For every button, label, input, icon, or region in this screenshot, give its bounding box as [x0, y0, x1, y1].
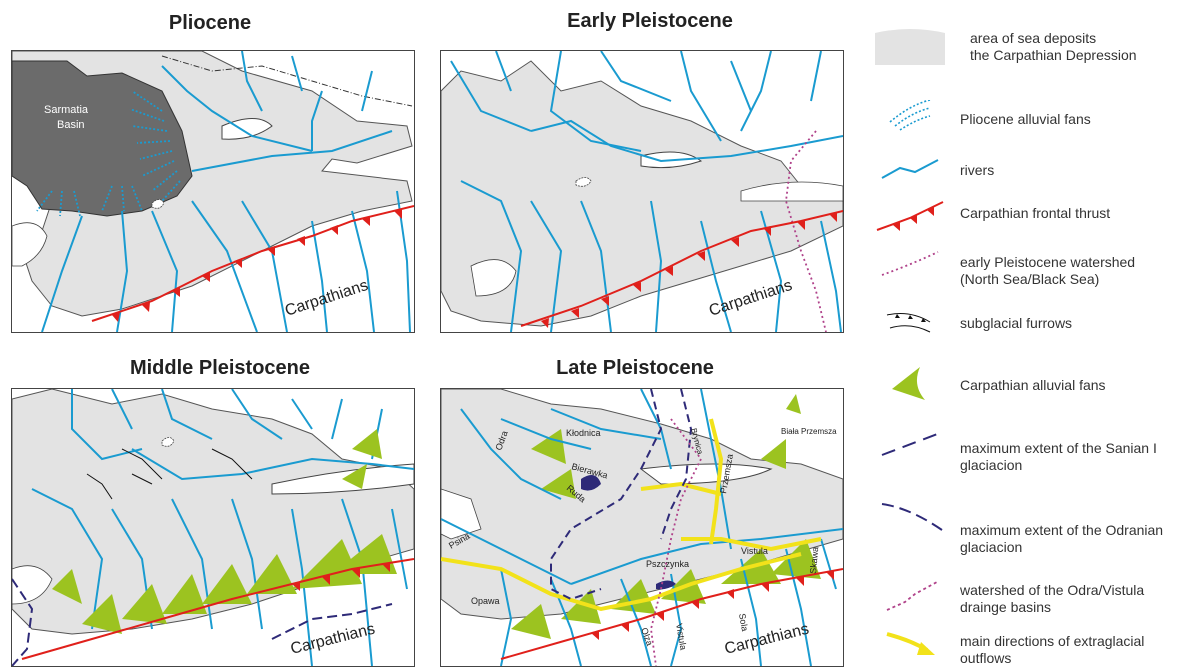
- early-pleistocene-watershed: [785, 130, 827, 332]
- legend-sea-deposits: area of sea deposits the Carpathian Depr…: [970, 30, 1137, 63]
- subglacial-furrows: [86, 448, 253, 500]
- middle-pleistocene-title: Middle Pleistocene: [129, 357, 311, 379]
- river-line-icon: [881, 159, 939, 179]
- extraglacial-outflows: [441, 418, 822, 612]
- vistula-small-label: Vistula: [674, 623, 689, 651]
- odranian-glaciation-extent: [271, 603, 393, 640]
- island: [221, 118, 273, 140]
- carpathians-label: Carpathians: [289, 621, 377, 658]
- outflow-line-icon: [886, 632, 935, 655]
- island: [639, 463, 773, 485]
- carpathian-frontal-thrust: [500, 568, 843, 660]
- late-pleistocene-map: Kłodnica Odra Bierawka Ruda Psina Pszczy…: [440, 388, 844, 667]
- odra-vistula-watershed-icon: [886, 581, 938, 611]
- sanian-dash-icon: [881, 432, 941, 456]
- island: [12, 222, 48, 267]
- vistula-label: Vistula: [741, 546, 768, 556]
- legend-rivers: rivers: [960, 162, 995, 178]
- legend-outflows: main directions of extraglacial outflows: [960, 633, 1145, 666]
- biala-przemsza-label: Biała Przemsza: [781, 427, 837, 436]
- basin-label: Basin: [57, 119, 85, 131]
- watershed-dotted-icon: [881, 251, 939, 276]
- carpathian-alluvial-fans: [52, 429, 397, 634]
- rivers: [441, 389, 843, 666]
- pliocene-alluvial-fans: [36, 90, 181, 217]
- sarmatia-basin: [12, 60, 193, 217]
- sola-label: Sola: [737, 613, 750, 632]
- carpathians-label: Carpathians: [707, 277, 794, 320]
- island: [151, 199, 165, 209]
- olza-label: Olza: [639, 626, 655, 647]
- legend-odranian-extent: maximum extent of the Odranian glaciacio…: [960, 522, 1164, 555]
- odra-vistula-watershed: [650, 418, 703, 666]
- thrust-line-icon: [876, 201, 944, 231]
- legend-early-watershed: early Pleistocene watershed (North Sea/B…: [960, 254, 1136, 287]
- early-pleistocene-title: Early Pleistocene: [567, 10, 733, 32]
- carpathian-frontal-thrust: [520, 210, 843, 328]
- carpathians-label: Carpathians: [723, 621, 811, 658]
- legend-odra-vistula-watershed: watershed of the Odra/Vistula drainge ba…: [960, 582, 1145, 615]
- alluvial-fan-dotted-icon: [889, 100, 931, 131]
- island: [441, 488, 482, 540]
- pliocene-map: Sarmatia Basin Carpathians: [11, 50, 415, 333]
- rivers: [41, 51, 411, 332]
- odranian-dash-icon: [881, 503, 943, 531]
- sanian-glaciation-extent: [12, 578, 34, 666]
- opawa-label: Opawa: [471, 596, 500, 606]
- carpathians-label: Carpathians: [283, 277, 370, 320]
- legend-subglacial-furrows: subglacial furrows: [960, 315, 1073, 331]
- early-pleistocene-map: Carpathians: [440, 50, 844, 333]
- sarmatia-label: Sarmatia: [44, 104, 89, 116]
- ruda-lake: [581, 475, 601, 491]
- carpathian-frontal-thrust: [91, 205, 414, 322]
- island: [161, 437, 175, 447]
- legend-sanian-extent: maximum extent of the Sanian I glaciacio…: [960, 440, 1157, 473]
- legend-pliocene-fans: Pliocene alluvial fans: [960, 111, 1091, 127]
- rivers: [450, 51, 843, 332]
- pliocene-title: Pliocene: [168, 12, 252, 34]
- island: [575, 177, 592, 187]
- sea-deposits-area: [441, 60, 843, 327]
- island: [740, 181, 843, 202]
- carpathian-frontal-thrust: [21, 558, 414, 660]
- legend-frontal-thrust: Carpathian frontal thrust: [960, 205, 1111, 221]
- late-pleistocene-title: Late Pleistocene: [556, 357, 714, 379]
- carpathian-fan-icon: [892, 367, 925, 400]
- subglacial-furrow-icon: [886, 313, 931, 333]
- skawa-label: Skawa: [808, 546, 820, 574]
- glaciation-extent-lines: [550, 389, 693, 601]
- island: [470, 259, 517, 297]
- legend-carpathian-fans: Carpathian alluvial fans: [960, 377, 1106, 393]
- middle-pleistocene-map: Carpathians: [11, 388, 415, 667]
- pszczynka-label: Pszczynka: [646, 559, 689, 569]
- sea-deposits-swatch-icon: [875, 29, 945, 65]
- klodnica-label: Kłodnica: [566, 428, 601, 438]
